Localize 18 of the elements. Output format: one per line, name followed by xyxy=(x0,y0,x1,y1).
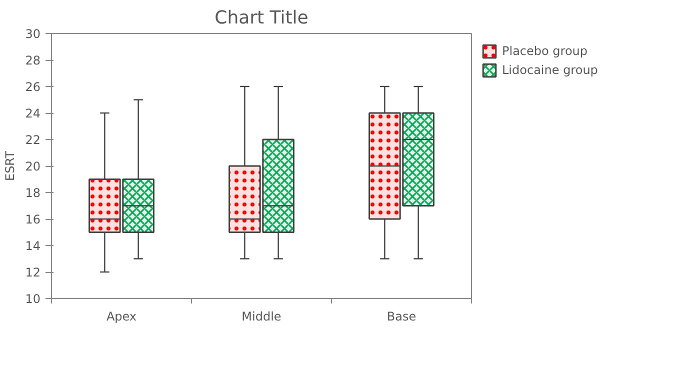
y-tick-label: 18 xyxy=(25,186,41,200)
y-tick-label: 12 xyxy=(25,266,41,280)
y-tick-label: 14 xyxy=(25,239,41,253)
y-tick-label: 26 xyxy=(25,80,41,94)
y-tick-label: 28 xyxy=(25,54,41,68)
y-tick-label: 16 xyxy=(25,212,41,226)
y-tick-label: 24 xyxy=(25,106,41,120)
y-tick-label: 10 xyxy=(25,292,41,306)
x-tick-label: Apex xyxy=(106,310,137,324)
y-axis-title: ESRT xyxy=(3,150,18,181)
legend-label: Lidocaine group xyxy=(502,63,598,77)
y-tick-label: 22 xyxy=(25,133,41,147)
x-tick-label: Base xyxy=(386,310,416,324)
chart-title: Chart Title xyxy=(214,8,308,28)
y-tick-label: 20 xyxy=(25,160,41,174)
x-tick-label: Middle xyxy=(242,310,282,324)
legend-label: Placebo group xyxy=(502,44,588,58)
y-tick-label: 30 xyxy=(25,27,41,41)
